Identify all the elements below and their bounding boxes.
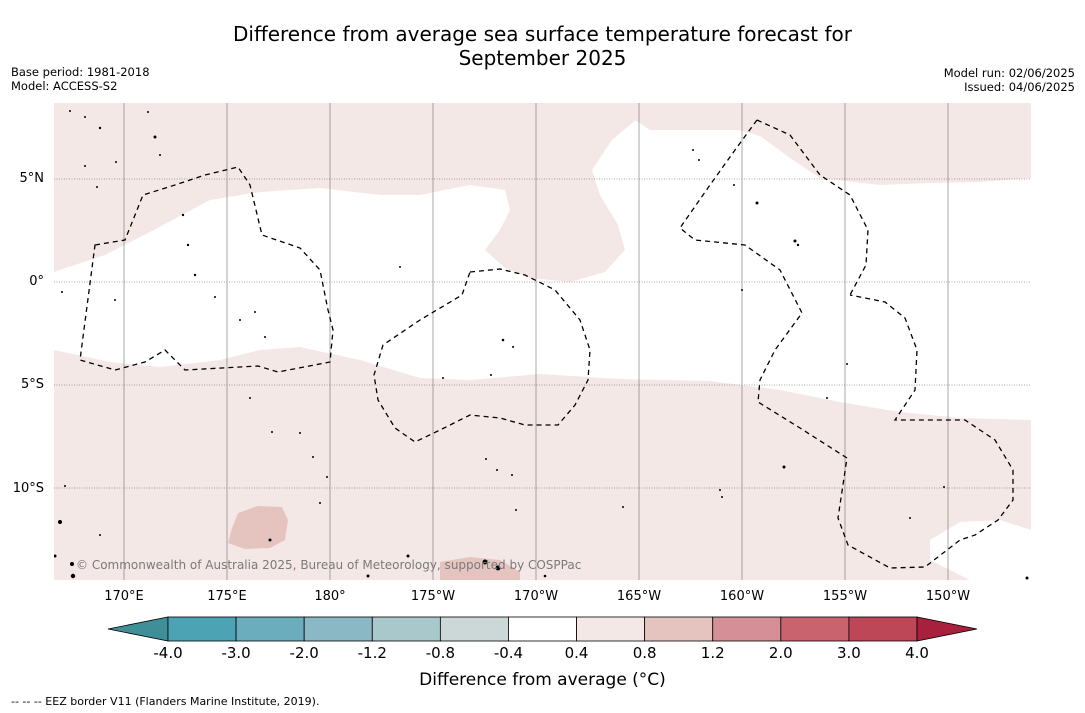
title-line-1: Difference from average sea surface temp… (232, 22, 852, 46)
lat-label-5n: 5°N (19, 171, 45, 186)
eez-borders (79, 119, 1014, 569)
colorbar-bin (712, 616, 782, 642)
colorbar-tick-label: 1.2 (700, 644, 725, 662)
issued-date: Issued: 04/06/2025 (964, 80, 1075, 94)
colorbar-extend-low (107, 616, 169, 642)
lat-label-0: 0° (29, 274, 44, 289)
colorbar-tick-label: -2.0 (289, 644, 319, 662)
colorbar-extend-high (916, 616, 978, 642)
lon-label-175e: 175°E (207, 589, 247, 604)
moderate-warm-patch (228, 506, 288, 549)
colorbar-bin (371, 616, 441, 642)
warm-anomaly-north (54, 103, 650, 282)
title-line-2: September 2025 (458, 46, 627, 70)
colorbar-tick-label: -3.0 (221, 644, 251, 662)
base-period-info: Base period: 1981-2018 Model: ACCESS-S2 (11, 65, 150, 93)
model-name: Model: ACCESS-S2 (11, 79, 118, 93)
base-period: Base period: 1981-2018 (11, 65, 150, 79)
colorbar-tick-label: 0.8 (632, 644, 657, 662)
lon-label-175w: 175°W (410, 589, 456, 604)
colorbar-title: Difference from average (°C) (419, 670, 666, 690)
lon-label-170w: 170°W (513, 589, 559, 604)
colorbar-bin (848, 616, 918, 642)
lon-label-180: 180° (314, 589, 346, 604)
warm-anomaly-south (54, 347, 1031, 580)
moderate-warm-patch-south (440, 557, 520, 580)
lon-label-150w: 150°W (925, 589, 971, 604)
colorbar-bin (780, 616, 850, 642)
meridians (123, 103, 949, 580)
colorbar-tick-label: -0.4 (493, 644, 524, 662)
colorbar-tick-label: -4.0 (153, 644, 183, 662)
map-title: Difference from average sea surface temp… (0, 22, 1085, 70)
islands (54, 110, 1029, 580)
lon-label-170e: 170°E (104, 589, 144, 604)
colorbar-bin (576, 616, 646, 642)
graticule (54, 178, 1031, 489)
model-run-info: Model run: 02/06/2025 Issued: 04/06/2025 (944, 66, 1075, 94)
warm-anomaly-northeast-top (740, 103, 1031, 128)
model-run: Model run: 02/06/2025 (943, 66, 1075, 80)
colorbar-tick-label: -1.2 (357, 644, 387, 662)
colorbar-bin (644, 616, 714, 642)
colorbar-bin (235, 616, 305, 642)
colorbar-bin (303, 616, 373, 642)
colorbar-tick-label: -0.8 (425, 644, 455, 662)
lon-label-155w: 155°W (822, 589, 868, 604)
colorbar-tick-label: 3.0 (836, 644, 861, 662)
colorbar-tick-label: 4.0 (905, 644, 929, 662)
colorbar-bin (508, 616, 577, 642)
copyright-notice: © Commonwealth of Australia 2025, Bureau… (76, 558, 582, 572)
lat-label-10s: 10°S (12, 481, 44, 496)
colorbar-tick-label: 0.4 (564, 644, 589, 662)
colorbar-tick-label: 2.0 (768, 644, 793, 662)
lon-label-165w: 165°W (616, 589, 662, 604)
lon-label-160w: 160°W (719, 589, 765, 604)
colorbar-bin (167, 616, 237, 642)
colorbar-bin (439, 616, 509, 642)
eez-legend-footnote: -- -- -- EEZ border V11 (Flanders Marine… (11, 695, 320, 708)
lat-label-5s: 5°S (20, 377, 44, 392)
